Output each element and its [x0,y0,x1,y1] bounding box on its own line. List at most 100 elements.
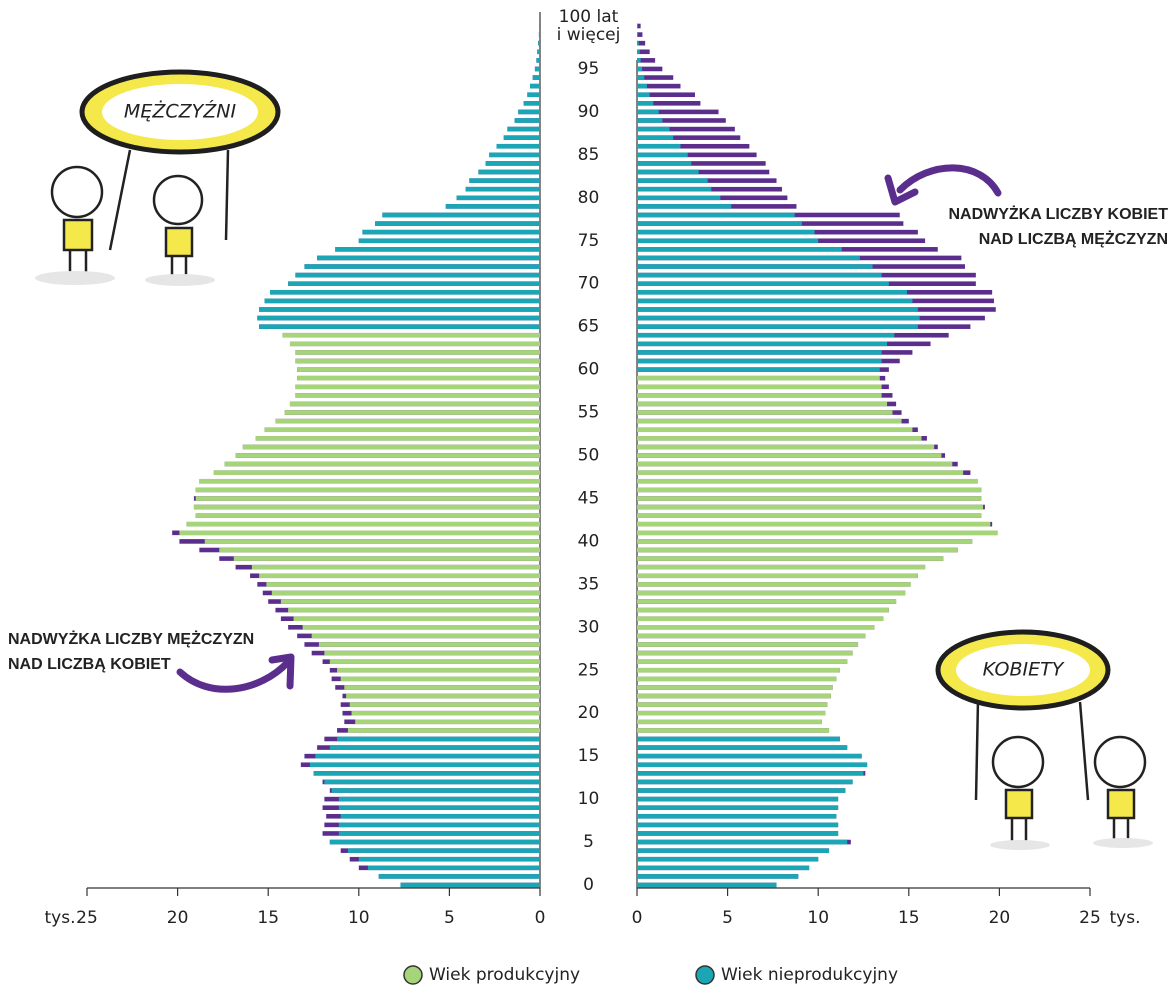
shadow [990,840,1050,850]
bar [270,289,540,295]
bar [637,453,942,458]
bar [637,856,819,862]
bar [637,478,978,484]
bar [637,865,810,871]
bar [199,478,540,484]
bar [485,161,540,166]
bar [335,247,540,252]
bar [637,161,692,166]
bar [251,564,540,570]
shadow [145,274,215,286]
bar [637,779,853,785]
y-tick-label: 20 [578,703,600,723]
series-label: MĘŻCZYŹNI [124,100,237,123]
bar [351,710,540,716]
bar [637,771,864,776]
bar [637,75,645,80]
bar [313,771,540,776]
bar [280,599,540,604]
bar [637,547,958,553]
y-tick-label: 25 [578,660,600,680]
bar [465,186,540,192]
bar [259,324,540,329]
surplus-bar [637,109,719,115]
x-tick-label: 15 [257,908,279,928]
arrow-head [268,653,295,690]
y-tick-label: 80 [578,188,600,208]
bar [637,58,641,63]
bar [637,109,659,115]
surplus-bar [637,92,695,98]
bar [637,281,889,286]
y-tick-label: 55 [578,403,600,423]
bar [637,650,853,656]
bar [537,49,540,55]
bar [324,650,540,656]
y-tick-label: 95 [578,59,600,79]
x-tick-label: 20 [167,908,189,928]
bar [637,633,866,639]
bar [295,384,540,390]
bar [637,822,839,828]
bar [637,496,982,501]
bar [637,410,893,415]
bar [233,556,540,561]
bar [338,805,540,810]
bar [637,315,920,321]
bar [637,470,964,475]
y-tick-label: 65 [578,317,600,337]
bar [340,813,540,819]
x-tick-label: 20 [989,908,1011,928]
y-tick-label: 60 [578,360,600,380]
surplus-bar [637,23,641,29]
y-tick-label: 50 [578,446,600,466]
annotation: NADWYŻKA LICZBY KOBIET [948,205,1168,223]
bar [536,58,540,63]
bar [637,350,882,355]
surplus-bar [637,101,701,106]
axis-unit: tys. [1110,908,1141,928]
bar [637,341,888,347]
bar [362,229,540,235]
bar [318,642,540,647]
bar [637,40,639,46]
bar [358,856,540,862]
bar [637,298,913,304]
bar [346,693,540,699]
bar [637,212,795,218]
bar [367,865,540,871]
y-tick-label: 5 [583,832,594,852]
bar [478,169,540,175]
bar [637,573,918,579]
bar [637,874,799,879]
legend-swatch [403,965,423,985]
surplus-bar [637,118,726,123]
bar [637,728,830,733]
bar [637,272,882,278]
bar [195,513,540,518]
y-tick-label: 85 [578,145,600,165]
bar [224,461,540,467]
x-tick-label: 25 [1079,908,1101,928]
bar [637,186,712,192]
bar [637,504,984,510]
bar [637,169,699,175]
bar [637,805,839,810]
bar [637,659,848,664]
surplus-bar [637,126,735,132]
surplus-bar [637,32,643,37]
bar [193,504,540,510]
bar [637,427,913,433]
bar [637,49,640,55]
bar [347,728,540,733]
bar [637,444,935,450]
bar [489,152,540,158]
annotation: NAD LICZBĄ MĘŻCZYZN [979,230,1168,248]
bar [637,255,860,261]
x-tick-label: 5 [722,908,733,928]
x-tick-label: 15 [898,908,920,928]
arrow [176,658,292,693]
bar [637,521,991,527]
bar [375,221,540,226]
